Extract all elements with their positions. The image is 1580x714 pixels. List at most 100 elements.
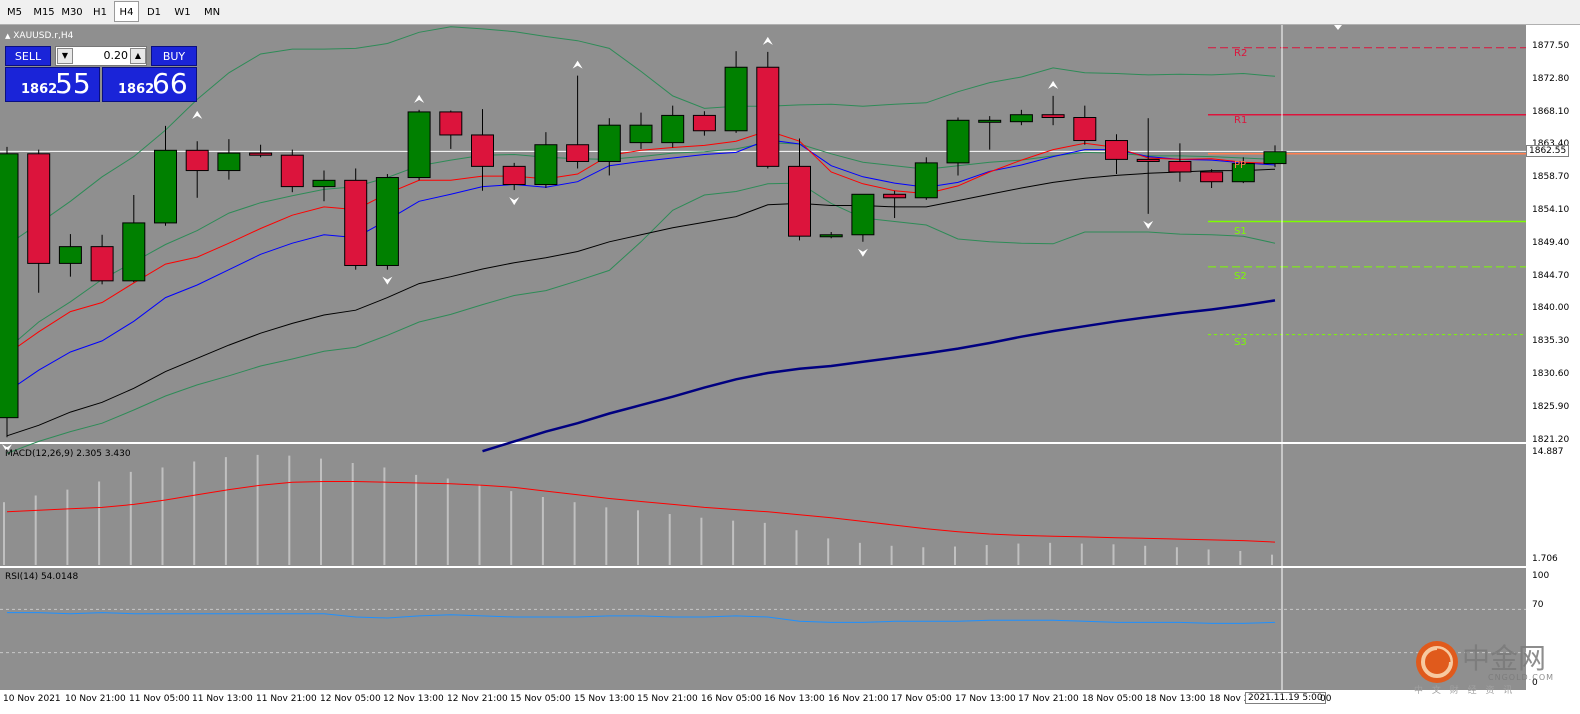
cngold-watermark-logo: 中金网 CNGOLD.COM 中 文 财 经 资 讯 [1414, 637, 1564, 696]
fractal-down-icon [857, 248, 868, 257]
collapse-triangle-icon[interactable]: ▲ [5, 32, 11, 40]
candle-body [249, 152, 273, 156]
candle-body [661, 114, 685, 144]
candle-body [58, 246, 82, 264]
fractal-down-icon [509, 197, 520, 206]
cngold-logo-icon [1416, 641, 1458, 683]
sell-price-display[interactable]: 1862 55 [5, 67, 100, 102]
candle-body [0, 153, 19, 419]
time-tick-label: 11 Nov 21:00 [256, 694, 317, 704]
candle-body [502, 165, 526, 186]
sell-price-major: 1862 [21, 82, 58, 97]
candle-body [756, 66, 780, 167]
pivot-label-s3: S3 [1234, 337, 1247, 348]
buy-button[interactable]: BUY [151, 46, 197, 66]
time-tick-label: 15 Nov 21:00 [637, 694, 698, 704]
pivot-label-s1: S1 [1234, 226, 1247, 237]
price-tick-label: 1825.90 [1532, 402, 1570, 412]
time-tick-label: 18 Nov 13:00 [1145, 694, 1206, 704]
candle-body [883, 193, 907, 199]
rsi-level-70-label: 70 [1532, 600, 1544, 610]
time-tick-label: 16 Nov 13:00 [764, 694, 825, 704]
price-tick-label: 1858.70 [1532, 172, 1570, 182]
candle-body [439, 111, 463, 136]
candle-body [724, 66, 748, 132]
timeframe-m15-button[interactable]: M15 [33, 7, 55, 18]
price-tick-label: 1868.10 [1532, 107, 1570, 117]
candle-body [90, 246, 114, 282]
buy-price-major: 1862 [118, 82, 155, 97]
timeframe-h1-button[interactable]: H1 [93, 7, 107, 18]
price-tick-label: 1872.80 [1532, 74, 1570, 84]
time-tick-label: 16 Nov 05:00 [701, 694, 762, 704]
candle-body [1231, 163, 1255, 183]
timeframe-mn-button[interactable]: MN [203, 7, 221, 18]
lot-size-input[interactable] [74, 48, 128, 63]
time-tick-label: 12 Nov 21:00 [447, 694, 508, 704]
time-tick-label: 11 Nov 13:00 [192, 694, 253, 704]
pane-separator-rsi[interactable] [0, 566, 1526, 568]
price-tick-label: 1830.60 [1532, 369, 1570, 379]
watermark-brand: 中金网 [1462, 642, 1547, 675]
pivot-label-r2: R2 [1234, 48, 1248, 59]
candle-body [312, 179, 336, 188]
sell-button[interactable]: SELL [5, 46, 51, 66]
crosshair-time-tag: 2021.11.19 5:00 [1245, 692, 1326, 704]
price-chart [0, 25, 1526, 690]
candle-body [471, 134, 494, 167]
candle-body [851, 193, 875, 236]
price-axis[interactable] [1526, 25, 1580, 690]
fractal-up-icon [414, 94, 425, 103]
timeframe-w1-button[interactable]: W1 [174, 7, 191, 18]
symbol-text: XAUUSD.r,H4 [13, 31, 74, 41]
symbol-label: ▲ XAUUSD.r,H4 [5, 31, 73, 41]
timeframe-d1-button[interactable]: D1 [146, 7, 162, 18]
fractal-down-icon [2, 444, 12, 453]
candle-body [788, 165, 811, 237]
rsi-level-0-label: 0 [1532, 678, 1538, 688]
price-tick-label: 1821.20 [1532, 435, 1570, 445]
time-tick-label: 11 Nov 05:00 [129, 694, 190, 704]
bollinger-lower-line [6, 182, 1276, 454]
buy-price-display[interactable]: 1862 66 [102, 67, 197, 102]
pivot-label-pp: PP [1234, 160, 1247, 171]
candle-body [692, 114, 716, 132]
candle-body [185, 149, 209, 172]
price-tick-label: 1835.30 [1532, 336, 1570, 346]
time-tick-label: 16 Nov 21:00 [828, 694, 889, 704]
current-price-tag: 1862.55 [1526, 145, 1570, 157]
candle-body [1168, 160, 1192, 173]
candle-body [1136, 158, 1160, 162]
price-tick-label: 1844.70 [1532, 271, 1570, 281]
time-tick-label: 18 Nov 2 [1209, 694, 1250, 704]
time-tick-label: 17 Nov 05:00 [891, 694, 952, 704]
candle-body [914, 162, 938, 199]
time-axis[interactable]: 10 Nov 2021 10 Nov 21:00 11 Nov 05:00 11… [0, 690, 1580, 714]
candle-body [217, 152, 241, 172]
candle-body [946, 119, 970, 164]
crosshair-time-tail: 00 [1320, 694, 1332, 704]
time-tick-label: 17 Nov 21:00 [1018, 694, 1079, 704]
candle-body [280, 154, 304, 188]
timeframe-h4-button[interactable]: H4 [114, 1, 139, 22]
timeframe-m30-button[interactable]: M30 [61, 7, 83, 18]
fractal-down-icon [1143, 220, 1154, 229]
pivot-label-r1: R1 [1234, 115, 1248, 126]
lot-increase-icon[interactable]: ▲ [130, 48, 146, 64]
candle-body [534, 144, 558, 186]
candle-body [1105, 140, 1128, 160]
candle-body [1041, 114, 1065, 119]
pane-separator-macd[interactable] [0, 442, 1526, 444]
sell-price-minor: 55 [55, 67, 91, 100]
one-click-trading-panel: SELL ▼ ▲ BUY 1862 55 1862 66 [5, 46, 197, 102]
lot-decrease-icon[interactable]: ▼ [57, 48, 73, 64]
time-tick-label: 10 Nov 2021 [3, 694, 61, 704]
rsi-line [7, 612, 1276, 624]
macd-label: MACD(12,26,9) 2.305 3.430 [5, 449, 131, 459]
time-tick-label: 12 Nov 13:00 [383, 694, 444, 704]
bollinger-upper-line [6, 26, 1276, 246]
time-tick-label: 15 Nov 13:00 [574, 694, 635, 704]
timeframe-m5-button[interactable]: M5 [7, 7, 22, 18]
time-tick-label: 12 Nov 05:00 [320, 694, 381, 704]
ma-black-line [6, 168, 1276, 437]
